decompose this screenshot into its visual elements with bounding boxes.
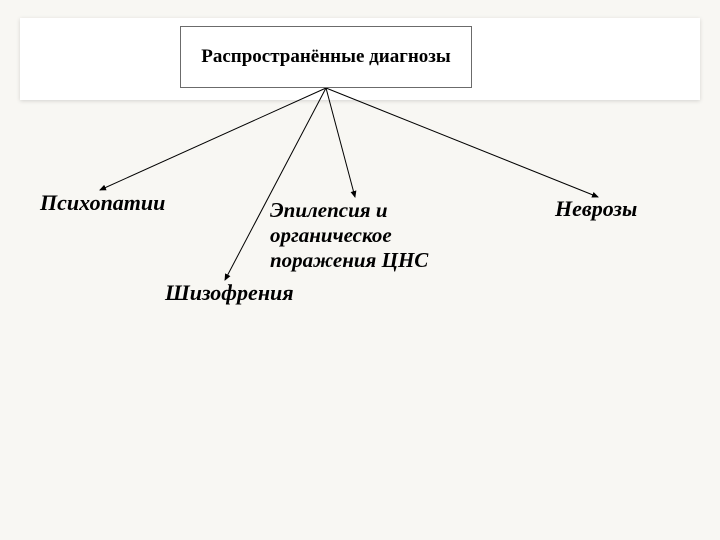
connector-epilepsy [326,88,355,197]
title-text: Распространённые диагнозы [201,46,451,68]
diagram-canvas: Распространённые диагнозы Психопатии Шизо… [0,0,720,540]
connector-psychopathies [100,88,326,190]
branch-schizophrenia: Шизофрения [165,280,345,306]
branch-epilepsy: Эпилепсия и органическое поражения ЦНС [270,198,495,274]
title-box: Распространённые диагнозы [180,26,472,88]
connector-neuroses [326,88,598,197]
branch-psychopathies: Психопатии [40,190,210,216]
branch-neuroses: Неврозы [555,196,685,222]
